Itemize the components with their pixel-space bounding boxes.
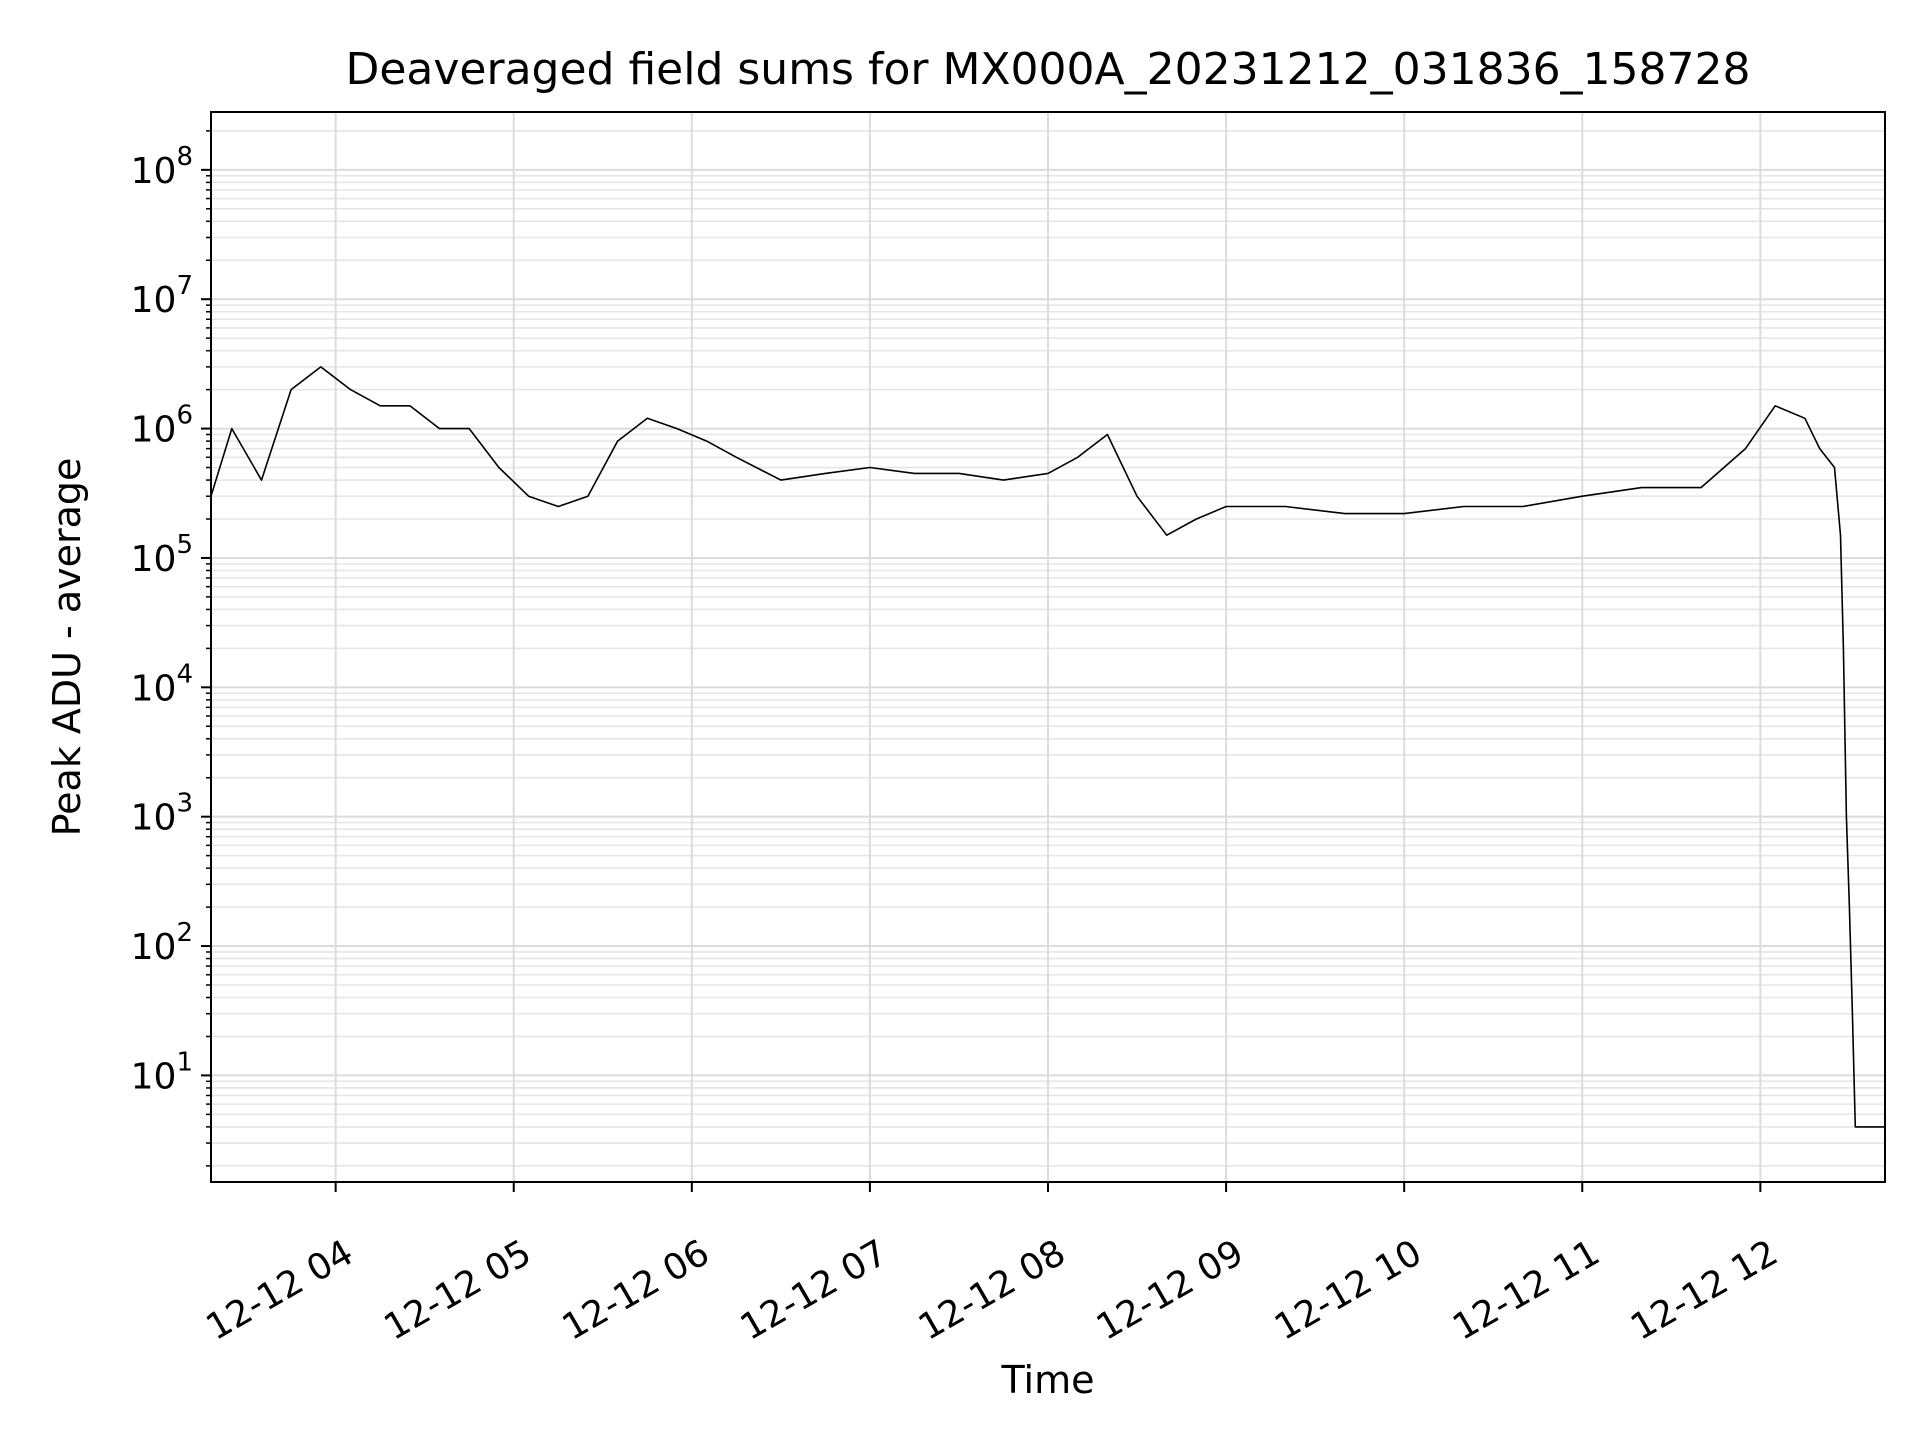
y-axis-label: Peak ADU - average [45, 458, 89, 837]
y-tick-label: 107 [131, 271, 193, 321]
y-tick-label: 108 [131, 142, 193, 192]
y-tick-label: 103 [131, 789, 193, 839]
series-line [210, 366, 1885, 1128]
series-layer [210, 366, 1885, 1128]
x-axis-label: Time [1001, 1358, 1095, 1402]
y-tick-label: 104 [131, 659, 193, 709]
y-tick-label: 106 [131, 401, 193, 451]
y-tick-label: 102 [131, 918, 193, 968]
chart-title: Deaveraged field sums for MX000A_2023121… [345, 44, 1750, 95]
y-tick-label: 101 [131, 1047, 193, 1097]
grid [211, 112, 1885, 1182]
y-tick-label: 105 [131, 530, 193, 580]
